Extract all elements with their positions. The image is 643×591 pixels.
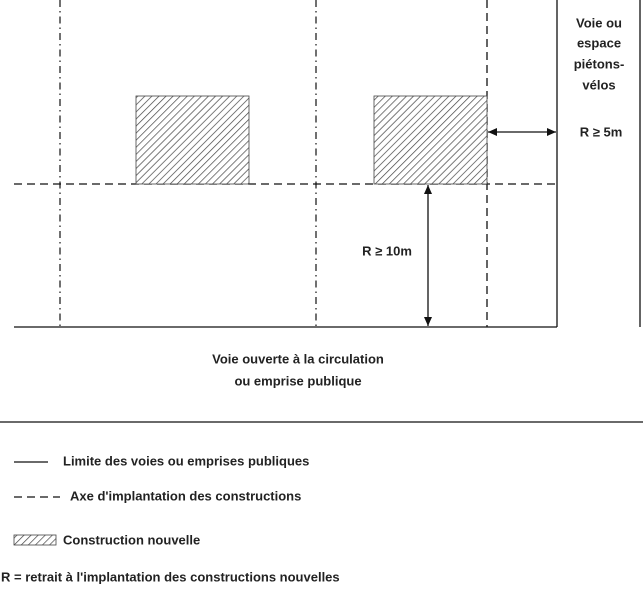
road-label: Voie ouverte à la circulation [212,351,384,366]
side-label: piétons- [574,56,625,71]
legend-note: R = retrait à l'implantation des constru… [1,569,340,584]
building [135,95,250,185]
building [373,95,488,185]
side-label: espace [577,35,621,50]
road-label: ou emprise publique [234,373,361,388]
legend-text: Construction nouvelle [63,532,200,547]
setback-label: R ≥ 10m [362,243,412,258]
side-label: Voie ou [576,15,622,30]
legend-text: Axe d'implantation des constructions [70,488,301,503]
legend-symbol [13,534,57,546]
setback-label: R ≥ 5m [580,124,623,139]
side-label: vélos [582,77,615,92]
legend-text: Limite des voies ou emprises publiques [63,453,309,468]
